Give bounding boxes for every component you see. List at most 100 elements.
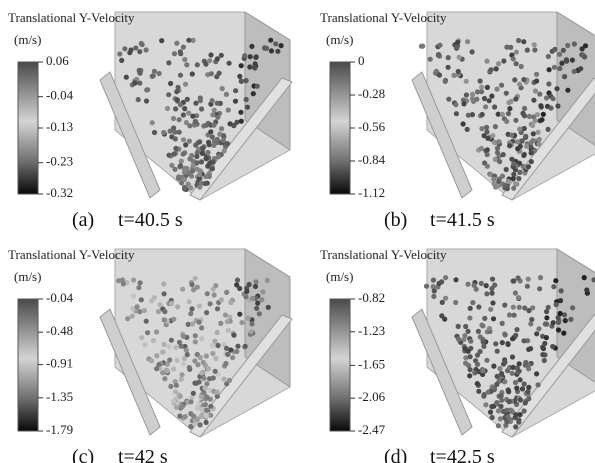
particle (199, 394, 204, 399)
particle (253, 279, 258, 284)
particle (186, 38, 191, 43)
colorbar-unit: (m/s) (326, 32, 353, 47)
particle (517, 127, 522, 132)
particle (513, 96, 518, 101)
particle (484, 125, 489, 130)
particle (204, 420, 209, 425)
particle (502, 379, 507, 384)
particle (207, 161, 212, 166)
particle (178, 49, 183, 54)
particle (517, 369, 522, 374)
particle (491, 316, 496, 321)
particle (464, 79, 469, 84)
particle (518, 377, 523, 382)
particle (552, 65, 557, 70)
particle (463, 324, 468, 329)
particle (529, 140, 534, 145)
particle (537, 286, 542, 291)
particle (177, 130, 182, 135)
particle (511, 176, 516, 181)
particle (507, 399, 512, 404)
particle (178, 102, 183, 107)
particle (484, 291, 489, 296)
particle (210, 351, 215, 356)
particle (480, 368, 485, 373)
particle (518, 144, 523, 149)
particle (150, 120, 155, 125)
particle (572, 41, 577, 46)
particle (168, 81, 173, 86)
particle (565, 88, 570, 93)
particle (513, 118, 518, 123)
particle (189, 174, 194, 179)
particle (513, 424, 518, 429)
particle (498, 416, 503, 421)
panel-caption: t=42.5 s (430, 446, 495, 463)
particle (254, 306, 259, 311)
particle (162, 342, 167, 347)
particle (265, 278, 270, 283)
particle (193, 276, 198, 281)
particle (464, 92, 469, 97)
particle (551, 284, 556, 289)
particle (461, 101, 466, 106)
particle (475, 362, 480, 367)
particle (190, 71, 195, 76)
particle (502, 303, 507, 308)
particle (188, 399, 193, 404)
particle (514, 61, 519, 66)
particle (526, 396, 531, 401)
particle (548, 105, 553, 110)
particle (173, 345, 178, 350)
panel-label: (a) (72, 209, 94, 231)
particle (204, 353, 209, 358)
particle (453, 300, 458, 305)
particle (488, 410, 493, 415)
particle (119, 58, 124, 63)
particle (478, 78, 483, 83)
particle (454, 46, 459, 51)
particle (481, 344, 486, 349)
particle (193, 333, 198, 338)
particle (273, 41, 278, 46)
particle (210, 166, 215, 171)
particle (522, 126, 527, 131)
particle (453, 102, 458, 107)
particle (219, 297, 224, 302)
colorbar-tick-label: -1.65 (358, 356, 385, 371)
particle (478, 349, 483, 354)
particle (523, 363, 528, 368)
particle (468, 367, 473, 372)
particle (144, 87, 149, 92)
particle (199, 106, 204, 111)
particle (517, 82, 522, 87)
particle (466, 349, 471, 354)
particle (204, 408, 209, 413)
particle (199, 325, 204, 330)
particle (499, 393, 504, 398)
particle (481, 339, 486, 344)
panel: Translational Y-Velocity(m/s)0.06-0.04-0… (8, 10, 292, 231)
particle (220, 86, 225, 91)
particle (139, 335, 144, 340)
particle (183, 414, 188, 419)
particle (493, 157, 498, 162)
particle (554, 86, 559, 91)
particle (166, 153, 171, 158)
particle (206, 140, 211, 145)
particle (199, 414, 204, 419)
particle (174, 41, 179, 46)
particle (131, 277, 136, 282)
particle (466, 113, 471, 118)
particle (526, 347, 531, 352)
particle (496, 423, 501, 428)
particle (505, 419, 510, 424)
particle (168, 384, 173, 389)
particle (186, 111, 191, 116)
particle (515, 139, 520, 144)
particle (180, 287, 185, 292)
panel: Translational Y-Velocity(m/s)-0.04-0.48-… (8, 247, 292, 463)
particle (167, 344, 172, 349)
particle (572, 69, 577, 74)
particle (181, 137, 186, 142)
